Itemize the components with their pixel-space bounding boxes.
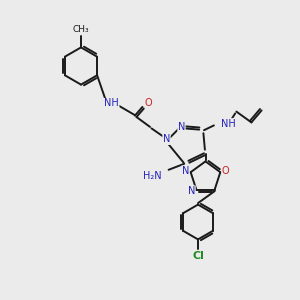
Text: CH₃: CH₃ (73, 25, 89, 34)
Text: NH: NH (104, 98, 119, 109)
Text: O: O (145, 98, 152, 108)
Text: N: N (163, 134, 170, 145)
Text: N: N (188, 186, 195, 196)
Text: NH: NH (221, 118, 236, 129)
Text: Cl: Cl (192, 251, 204, 261)
Text: N: N (178, 122, 185, 132)
Text: N: N (182, 166, 189, 176)
Text: O: O (222, 166, 230, 176)
Text: H₂N: H₂N (143, 171, 162, 182)
